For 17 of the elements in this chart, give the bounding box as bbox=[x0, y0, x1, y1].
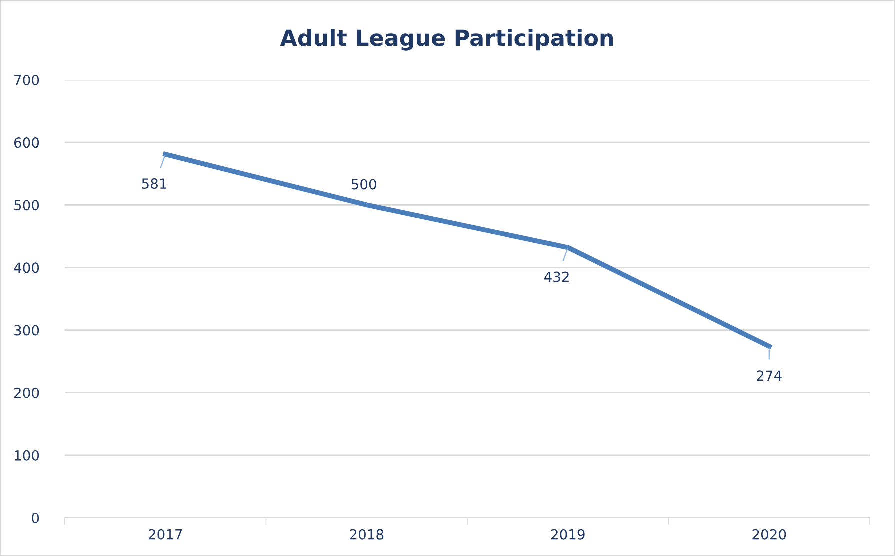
data-label: 432 bbox=[544, 272, 569, 282]
y-tick-label: 600 bbox=[14, 138, 40, 148]
y-tick-label: 200 bbox=[14, 388, 40, 398]
x-tick-label: 2018 bbox=[350, 529, 384, 540]
y-tick-label: 400 bbox=[14, 262, 40, 274]
data-label: 500 bbox=[352, 179, 376, 190]
x-tick-label: 2019 bbox=[551, 529, 585, 540]
y-tick-label: 700 bbox=[14, 74, 40, 86]
x-tick-label: 2020 bbox=[752, 529, 786, 540]
y-tick-label: 300 bbox=[14, 325, 40, 336]
x-tick-label: 2017 bbox=[148, 529, 182, 540]
chart-title: Adult League Participation bbox=[280, 29, 614, 51]
y-tick-label: 100 bbox=[15, 450, 40, 461]
y-tick-label: 500 bbox=[14, 200, 40, 211]
y-tick-label: 0 bbox=[32, 512, 40, 524]
data-label: 581 bbox=[142, 178, 166, 190]
data-label: 274 bbox=[757, 370, 782, 381]
